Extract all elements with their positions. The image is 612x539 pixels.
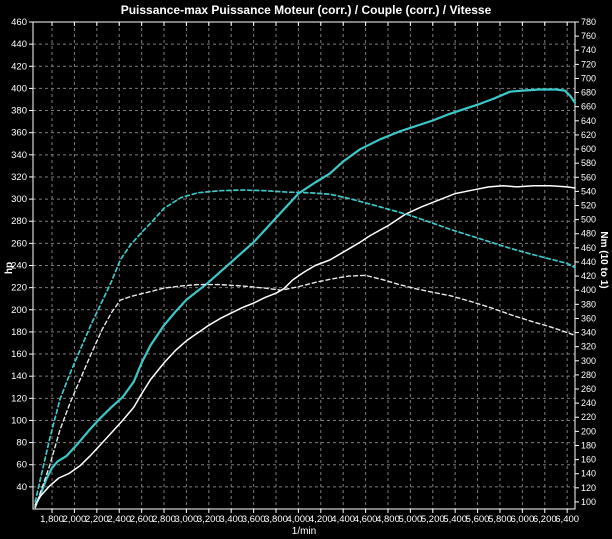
- y-left-tick-label: 380: [11, 106, 27, 117]
- curve-puissance-corrigee-run2: [34, 88, 577, 508]
- y-left-tick-label: 400: [11, 83, 27, 94]
- y-right-tick-label: 780: [581, 17, 596, 27]
- curve-couple-corrige-run1: [34, 274, 576, 509]
- y-right-tick-label: 440: [581, 257, 596, 267]
- y-right-tick-label: 520: [581, 201, 596, 211]
- x-tick-label: 3,800: [264, 514, 288, 525]
- x-tick-label: 4,000: [287, 514, 311, 525]
- y-right-tick-label: 500: [581, 215, 596, 225]
- y-left-tick-label: 360: [11, 128, 27, 139]
- x-tick-label: 2,200: [85, 514, 109, 525]
- y-right-tick-label: 360: [581, 313, 596, 323]
- y-right-tick-label: 160: [581, 455, 596, 465]
- curves: [34, 88, 577, 509]
- x-tick-label: 5,600: [466, 514, 490, 525]
- y-right-tick-label: 680: [581, 88, 596, 98]
- x-tick-label: 4,600: [354, 514, 378, 525]
- axis-tick-labels: 1,8002,0002,2002,4002,6002,8003,0003,200…: [11, 17, 596, 525]
- y-right-tick-label: 600: [581, 144, 596, 154]
- y-right-tick-label: 700: [581, 73, 596, 83]
- x-tick-label: 4,800: [376, 514, 400, 525]
- chart-title: Puissance-max Puissance Moteur (corr.) /…: [120, 3, 492, 17]
- x-tick-label: 3,200: [197, 514, 221, 525]
- y-left-tick-label: 180: [11, 327, 27, 338]
- y-left-tick-label: 120: [11, 393, 27, 404]
- x-tick-label: 6,200: [533, 514, 557, 525]
- x-tick-label: 6,400: [555, 514, 579, 525]
- y-right-tick-label: 240: [581, 398, 596, 408]
- y-left-tick-label: 420: [11, 61, 27, 72]
- y-right-tick-label: 420: [581, 271, 596, 281]
- y-right-tick-label: 120: [581, 483, 596, 493]
- y-right-tick-label: 300: [581, 356, 596, 366]
- y-right-tick-label: 280: [581, 370, 596, 380]
- x-tick-label: 2,800: [152, 514, 176, 525]
- y-right-tick-label: 720: [581, 59, 596, 69]
- x-tick-label: 2,600: [130, 514, 154, 525]
- grid-lines: [33, 21, 575, 509]
- y-left-tick-label: 160: [11, 349, 27, 360]
- y-right-tick-label: 740: [581, 45, 596, 55]
- y-right-tick-label: 140: [581, 469, 596, 479]
- y-left-tick-label: 240: [11, 261, 27, 272]
- y-right-tick-label: 320: [581, 342, 596, 352]
- x-tick-label: 4,400: [331, 514, 355, 525]
- y-left-tick-label: 340: [11, 150, 27, 161]
- y-right-tick-label: 180: [581, 440, 596, 450]
- y-left-tick-label: 220: [11, 283, 27, 294]
- y-right-tick-label: 480: [581, 229, 596, 239]
- y-right-tick-label: 260: [581, 384, 596, 394]
- x-tick-label: 3,000: [175, 514, 199, 525]
- x-tick-label: 5,000: [398, 514, 422, 525]
- y-left-tick-label: 200: [11, 305, 27, 316]
- y-right-tick-label: 460: [581, 243, 596, 253]
- y-right-tick-label: 580: [581, 158, 596, 168]
- y-left-tick-label: 320: [11, 172, 27, 183]
- y-left-tick-label: 440: [11, 39, 27, 50]
- x-tick-label: 1,800: [40, 514, 64, 525]
- y-right-tick-label: 560: [581, 172, 596, 182]
- x-axis-unit-label: 1/min: [292, 526, 316, 537]
- x-tick-label: 3,600: [242, 514, 266, 525]
- x-tick-label: 3,400: [219, 514, 243, 525]
- y-right-tick-label: 100: [581, 497, 596, 507]
- x-tick-label: 2,400: [107, 514, 131, 525]
- y-right-tick-label: 640: [581, 116, 596, 126]
- y-right-tick-label: 660: [581, 102, 596, 112]
- y-left-tick-label: 140: [11, 371, 27, 382]
- x-tick-label: 5,200: [421, 514, 445, 525]
- y-left-tick-label: 60: [16, 460, 27, 471]
- x-tick-label: 6,000: [510, 514, 534, 525]
- y-left-tick-label: 460: [11, 17, 27, 28]
- y-right-tick-label: 620: [581, 130, 596, 140]
- x-tick-label: 2,000: [63, 514, 87, 525]
- y-right-tick-label: 200: [581, 426, 596, 436]
- x-tick-label: 5,800: [488, 514, 512, 525]
- y-right-tick-label: 340: [581, 328, 596, 338]
- y-left-tick-label: 100: [11, 415, 27, 426]
- curve-puissance-corrigee-run1: [34, 185, 576, 506]
- y-right-tick-label: 540: [581, 186, 596, 196]
- x-tick-label: 5,400: [443, 514, 467, 525]
- axis-ticks: [29, 21, 579, 513]
- right-axis-unit-label: Nm (10 to 1): [598, 231, 609, 288]
- y-left-tick-label: 300: [11, 194, 27, 205]
- curve-couple-corrige-run2: [34, 189, 576, 503]
- y-left-tick-label: 80: [16, 438, 27, 449]
- y-right-tick-label: 760: [581, 31, 596, 41]
- y-left-tick-label: 260: [11, 238, 27, 249]
- y-right-tick-label: 380: [581, 299, 596, 309]
- y-right-tick-label: 220: [581, 412, 596, 422]
- x-tick-label: 4,200: [309, 514, 333, 525]
- y-right-tick-label: 400: [581, 285, 596, 295]
- y-left-tick-label: 40: [16, 482, 27, 493]
- y-left-tick-label: 280: [11, 216, 27, 227]
- left-axis-unit-label: hp: [4, 262, 15, 274]
